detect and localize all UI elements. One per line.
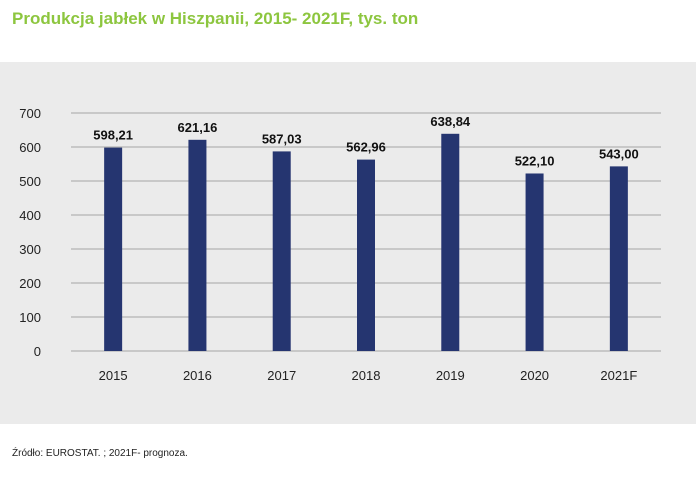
x-tick-label: 2015 [99,368,128,383]
bar-2020 [525,173,544,351]
bar-2018 [357,159,375,351]
data-label: 543,00 [599,146,639,161]
x-tick-label: 2016 [183,368,212,383]
chart-title: Produkcja jabłek w Hiszpanii, 2015- 2021… [12,9,419,28]
bar-2015 [104,147,123,351]
x-tick-label: 2019 [436,368,465,383]
x-tick-label: 2020 [520,368,549,383]
y-tick-label: 500 [19,174,41,189]
y-tick-label: 0 [34,344,41,359]
bar-2019 [441,133,460,351]
x-tick-label: 2018 [352,368,381,383]
y-tick-label: 300 [19,242,41,257]
data-label: 562,96 [346,140,386,155]
y-tick-label: 400 [19,208,41,223]
data-label: 522,10 [515,153,555,168]
x-tick-label: 2021F [600,368,637,383]
source-note: Źródło: EUROSTAT. ; 2021F- prognoza. [12,448,188,459]
y-tick-label: 600 [19,140,41,155]
bar-2021F [609,166,628,351]
bar-2016 [188,139,207,351]
y-tick-label: 700 [19,106,41,121]
bar-2017 [272,151,291,351]
data-label: 621,16 [178,120,218,135]
y-tick-label: 200 [19,276,41,291]
x-tick-label: 2017 [267,368,296,383]
data-label: 638,84 [430,114,471,129]
data-label: 587,03 [262,131,302,146]
y-tick-label: 100 [19,310,41,325]
data-label: 598,21 [93,128,133,143]
